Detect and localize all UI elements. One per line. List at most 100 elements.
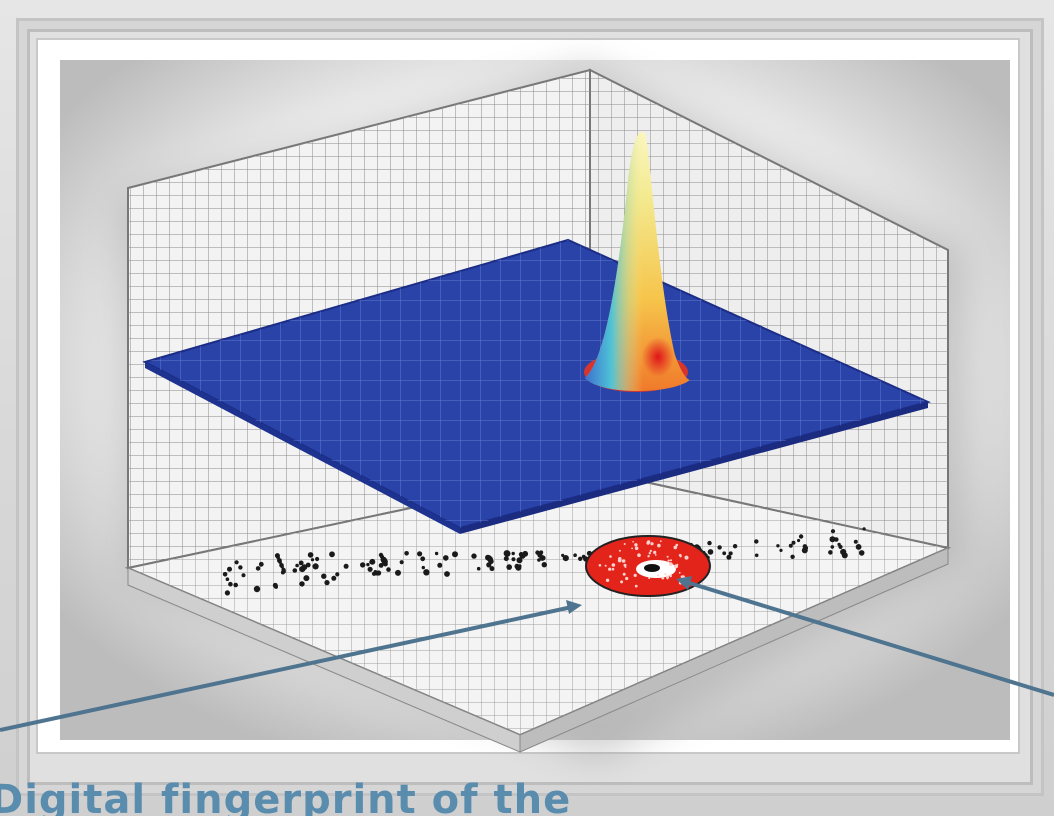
target-speckle [618, 549, 621, 552]
target-speckle [675, 543, 679, 547]
scatter-point [222, 572, 228, 577]
target-speckle [611, 567, 615, 571]
target-speckle [619, 559, 622, 561]
target-speckle [631, 547, 633, 550]
scatter-point [331, 575, 337, 581]
target-speckle [669, 574, 672, 578]
target-speckle [624, 566, 627, 568]
scatter-point [862, 527, 866, 531]
callout-arrows [0, 576, 1054, 732]
scatter-point [540, 555, 546, 561]
arrow-right-head [676, 576, 692, 590]
target-speckle [604, 564, 607, 567]
scatter-point [274, 584, 278, 589]
scatter-point [376, 570, 382, 576]
scatter-point [791, 540, 796, 545]
scatter-point [578, 556, 583, 561]
scatter-point [241, 573, 246, 578]
target-speckle [653, 550, 657, 555]
scatter-point [830, 545, 835, 549]
scatter-point [224, 590, 230, 596]
target-speckle [634, 546, 639, 551]
scatter-point [292, 568, 298, 573]
scatter-point [386, 567, 391, 572]
scatter-point [238, 565, 243, 570]
scatter-point [366, 562, 370, 567]
scatter-point [857, 545, 861, 550]
target-speckle [649, 549, 652, 553]
target-speckle [611, 563, 616, 567]
scatter-point [295, 563, 299, 568]
scatter-point [707, 540, 712, 546]
scatter-point [298, 560, 304, 566]
probability-surface [142, 238, 931, 534]
scatter-point [828, 550, 833, 555]
scatter-point [423, 569, 430, 576]
target-speckle [637, 553, 641, 557]
scatter-point [516, 557, 523, 564]
scatter-point [707, 549, 714, 555]
target-speckle [670, 559, 672, 562]
scatter-point [728, 551, 733, 556]
scatter-point [371, 571, 377, 576]
scatter-point [838, 544, 843, 550]
scatter-point [367, 566, 373, 572]
scatter-point [255, 566, 261, 571]
scatter-point [754, 539, 759, 544]
scatter-point [790, 554, 795, 559]
target-speckle [673, 545, 678, 550]
scatter-point [573, 553, 577, 557]
target-speckle [669, 562, 673, 566]
scatter-point [506, 564, 512, 570]
scatter-point [299, 581, 305, 587]
target-speckle [657, 543, 661, 548]
arrow-left-head [566, 600, 582, 614]
scatter-point [404, 551, 409, 556]
scatter-point [227, 566, 232, 572]
scatter-point [537, 552, 543, 558]
scatter-point [335, 572, 340, 577]
arrow-left-line [0, 605, 573, 732]
target-speckle [684, 555, 689, 560]
target-speckle [647, 555, 650, 558]
scatter-point [517, 564, 522, 568]
scatter-point [307, 552, 314, 558]
scatter-point [234, 560, 239, 565]
scatter-point [511, 557, 516, 562]
scatter-point [519, 553, 526, 559]
scatter-point [303, 575, 310, 582]
scatter-point [732, 544, 738, 549]
scatter-point [225, 577, 230, 581]
target-speckle [608, 567, 612, 571]
scatter-point [329, 551, 335, 558]
scatter-point [489, 566, 495, 572]
scatter-point [754, 553, 759, 558]
target-speckle [623, 543, 626, 545]
scatter-point [321, 573, 327, 579]
target-speckle [609, 555, 612, 558]
target-speckle [678, 571, 681, 574]
scatter-point [511, 551, 515, 556]
target-speckle [634, 543, 638, 547]
scatter-point [503, 550, 510, 557]
scatter-point [378, 563, 384, 568]
target-speckle [598, 564, 602, 567]
scatter-point [842, 552, 847, 557]
scatter-point [722, 551, 727, 556]
scatter-point [853, 539, 858, 544]
scatter-point [829, 536, 836, 543]
scatter-point [343, 563, 349, 569]
scatter-point [776, 544, 780, 548]
scatter-point [360, 562, 366, 568]
target-speckle [622, 572, 626, 576]
scatter-point [420, 556, 426, 562]
scatter-point [830, 529, 836, 534]
scatter-point [228, 581, 233, 587]
scatter-point [437, 562, 443, 568]
scatter-points [222, 527, 866, 596]
scatter-point [310, 558, 315, 562]
target-speckle [654, 554, 657, 556]
scatter-point [788, 543, 793, 548]
scatter-point [798, 534, 804, 539]
